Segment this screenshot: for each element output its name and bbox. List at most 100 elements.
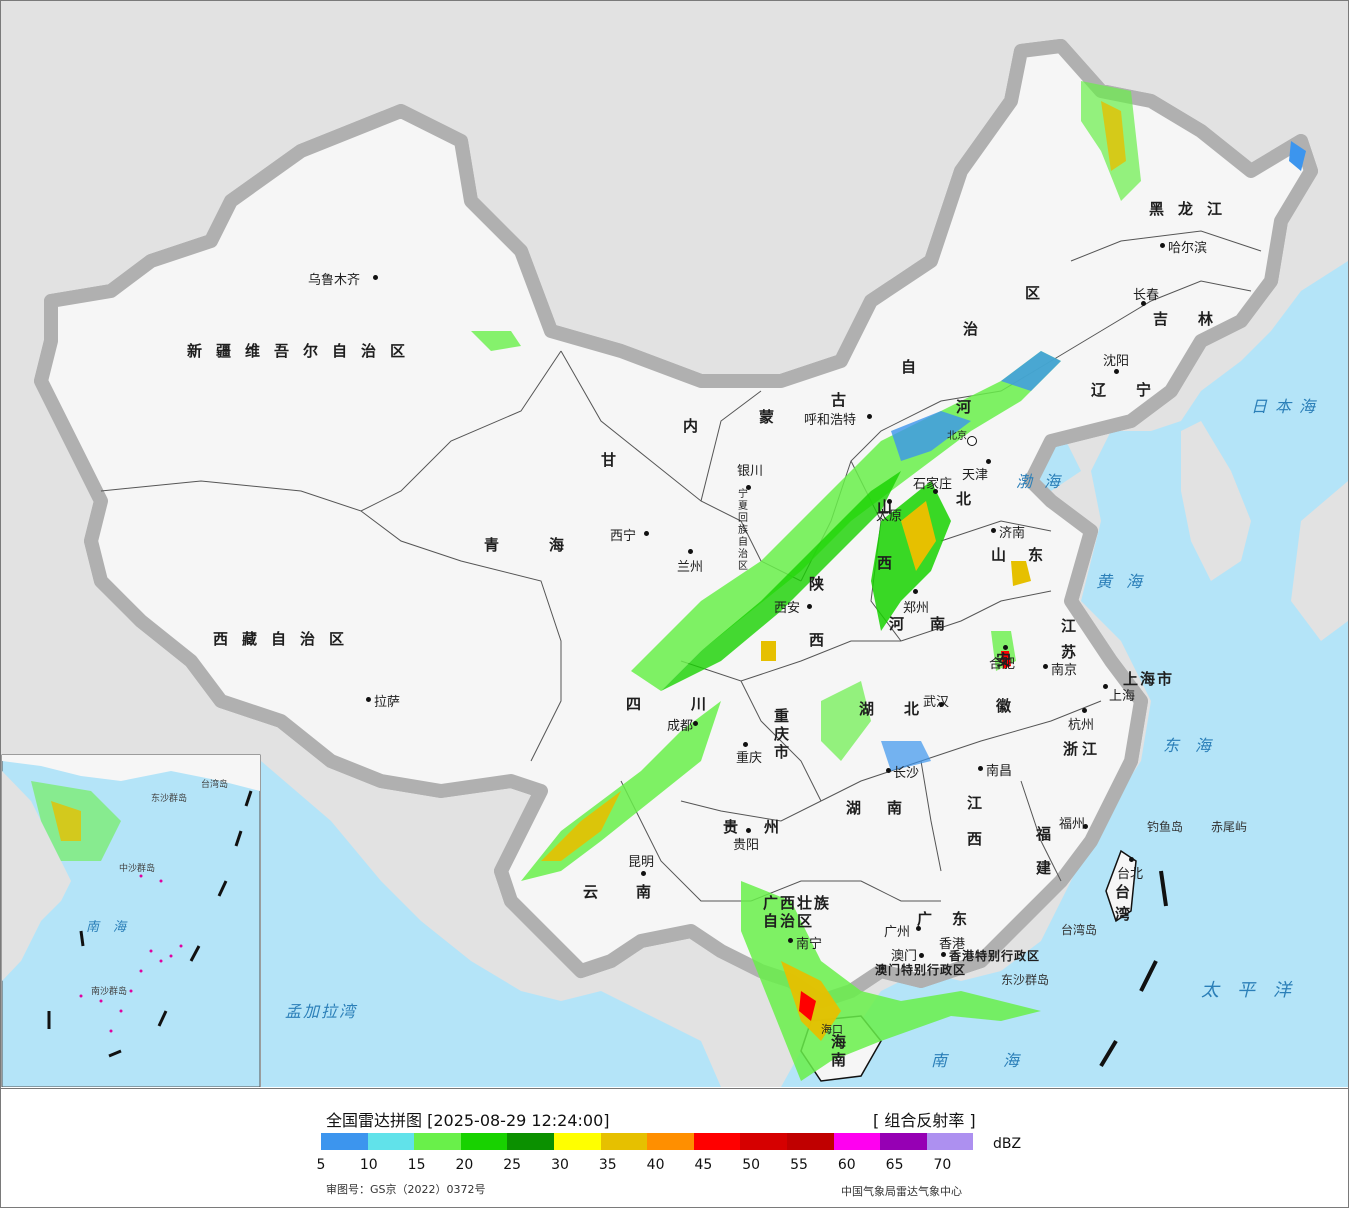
city-dot xyxy=(746,485,751,490)
color-scale-segment xyxy=(926,1133,974,1150)
producer-label: 中国气象局雷达气象中心 xyxy=(841,1185,962,1198)
city-label-lhasa: 拉萨 xyxy=(374,695,401,710)
color-scale-tick: 25 xyxy=(503,1157,522,1173)
city-dot xyxy=(1129,857,1134,862)
city-dot xyxy=(1141,301,1146,306)
city-dot xyxy=(1043,664,1048,669)
province-label-yunnan: 云南 xyxy=(583,883,690,901)
province-label-nm-1: 内 xyxy=(683,417,713,435)
province-label-nm-4: 自 xyxy=(901,358,931,376)
province-label-hebei-2: 北 xyxy=(956,490,986,508)
color-scale-tick: 30 xyxy=(551,1157,569,1173)
city-label-zhengzhou: 郑州 xyxy=(903,601,930,616)
island-label-diaoyu: 钓鱼岛 xyxy=(1147,820,1184,834)
city-label-guiyang: 贵阳 xyxy=(733,838,760,853)
color-scale-tick: 50 xyxy=(742,1157,761,1173)
city-dot xyxy=(366,697,371,702)
province-label-shandong: 山东 xyxy=(991,546,1066,564)
sea-label-japan: 日本海 xyxy=(1251,397,1324,416)
city-dot xyxy=(746,828,751,833)
color-scale-segment xyxy=(460,1133,508,1150)
city-label-kunming: 昆明 xyxy=(628,855,655,870)
city-label-guangzhou: 广州 xyxy=(884,925,911,940)
sea-label-pacific: 太平洋 xyxy=(1201,980,1309,1001)
city-dot xyxy=(373,275,378,280)
city-dot xyxy=(641,871,646,876)
province-label-macau: 澳门特别行政区 xyxy=(875,963,967,977)
city-dot xyxy=(939,702,944,707)
color-scale-bar xyxy=(321,1133,974,1150)
province-label-xizang: 西藏自治区 xyxy=(213,630,359,648)
city-dot xyxy=(919,953,924,958)
city-label-harbin: 哈尔滨 xyxy=(1168,241,1208,256)
inset-label-zhongsha: 中沙群岛 xyxy=(119,864,156,874)
province-label-fujian: 福建 xyxy=(1036,825,1066,877)
city-dot xyxy=(693,721,698,726)
city-label-changsha: 长沙 xyxy=(893,766,920,781)
approval-number: 审图号：GS京（2022）0372号 xyxy=(326,1183,486,1196)
city-label-lanzhou: 兰州 xyxy=(677,560,704,575)
province-label-jiangxi: 江西 xyxy=(967,794,997,848)
province-label-ningxia: 宁夏回族自治区 xyxy=(738,489,748,572)
city-label-beijing: 北京 xyxy=(947,431,967,442)
city-dot xyxy=(941,952,946,957)
korea-land xyxy=(1181,421,1251,581)
product-label: [ 组合反射率 ] xyxy=(873,1111,976,1130)
capital-marker-icon xyxy=(967,436,977,446)
city-dot xyxy=(743,742,748,747)
color-scale-tick: 20 xyxy=(455,1157,474,1173)
south-sea-inset xyxy=(1,754,261,1087)
city-label-nanjing: 南京 xyxy=(1051,663,1078,678)
province-label-hebei-1: 河 xyxy=(956,398,986,416)
color-scale-tick: 45 xyxy=(694,1157,713,1173)
province-label-taiwan: 台湾 xyxy=(1115,883,1145,923)
city-dot xyxy=(916,926,921,931)
province-label-henan: 河南 xyxy=(889,615,972,633)
unit-label: dBZ xyxy=(993,1136,1022,1152)
color-scale-segment xyxy=(507,1133,554,1150)
city-dot xyxy=(807,604,812,609)
city-label-chengdu: 成都 xyxy=(667,719,694,734)
city-label-wuhan: 武汉 xyxy=(923,695,950,710)
province-label-hainan: 海南 xyxy=(831,1033,847,1069)
province-label-nm-3: 古 xyxy=(831,391,861,409)
city-dot xyxy=(913,589,918,594)
city-label-shijiazhuang: 石家庄 xyxy=(913,477,953,492)
city-label-nanning: 南宁 xyxy=(796,937,823,952)
sea-label-east: 东海 xyxy=(1163,736,1228,755)
sea-label-bohai: 渤海 xyxy=(1016,472,1073,491)
island-label-dongsha: 东沙群岛 xyxy=(1001,973,1050,987)
color-scale-segment xyxy=(740,1133,787,1150)
color-scale-segment xyxy=(367,1133,415,1150)
city-dot xyxy=(933,489,938,494)
color-scale-segment xyxy=(693,1133,741,1150)
radar-map: 新疆维吾尔自治区 西藏自治区 青海 甘 内 蒙 古 自 治 区 黑龙江 吉林 辽… xyxy=(1,1,1348,1087)
city-dot xyxy=(886,768,891,773)
city-dot xyxy=(688,549,693,554)
inset-sea-label: 南海 xyxy=(86,920,141,935)
color-scale-segment xyxy=(600,1133,648,1150)
city-dot xyxy=(978,766,983,771)
province-label-nm-2: 蒙 xyxy=(759,408,789,426)
city-label-shanghaicity: 上海 xyxy=(1109,689,1136,704)
city-label-hohhot: 呼和浩特 xyxy=(804,413,857,428)
city-label-tianjin: 天津 xyxy=(962,468,989,483)
sea-label-south: 南海 xyxy=(931,1051,1076,1070)
city-dot xyxy=(1160,243,1165,248)
color-scale-segment xyxy=(647,1133,694,1150)
province-label-hongkong: 香港特别行政区 xyxy=(949,949,1041,963)
city-dot xyxy=(1082,708,1087,713)
color-scale-tick: 5 xyxy=(316,1157,326,1173)
color-scale-segment xyxy=(553,1133,601,1150)
province-label-guangdong: 广东 xyxy=(917,910,988,928)
city-label-shenyang: 沈阳 xyxy=(1103,354,1130,369)
city-label-yinchuan: 银川 xyxy=(737,464,764,479)
city-label-haikou: 海口 xyxy=(821,1023,843,1036)
city-label-hk: 香港 xyxy=(939,937,966,952)
color-scale-tick: 60 xyxy=(837,1157,856,1173)
city-dot xyxy=(991,528,996,533)
province-label-sichuan: 四川 xyxy=(626,695,757,713)
city-label-taipei: 台北 xyxy=(1117,867,1144,882)
island-label-chiwei: 赤尾屿 xyxy=(1211,820,1248,834)
